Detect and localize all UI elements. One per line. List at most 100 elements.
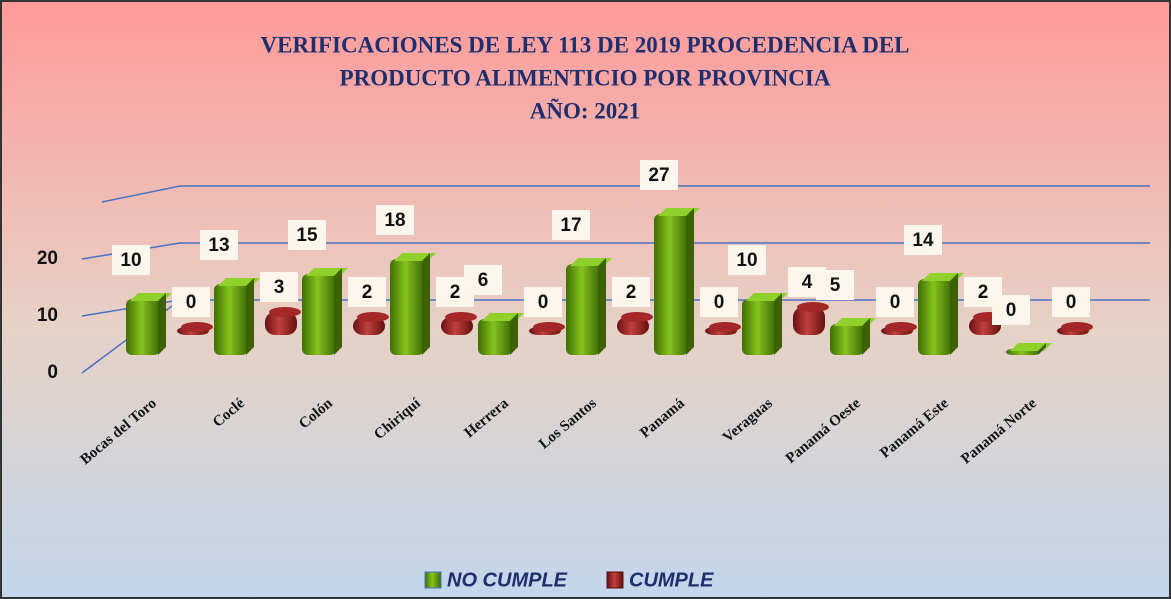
bar-side [510, 313, 518, 355]
bar-side [686, 208, 694, 355]
bar-body [566, 264, 600, 355]
chart-title: PRODUCTO ALIMENTICIO POR PROVINCIA [340, 65, 831, 90]
value-label-box [816, 270, 854, 300]
legend-swatch [606, 571, 624, 589]
value-label: 10 [120, 250, 141, 271]
bar [478, 313, 524, 355]
value-label-box [612, 277, 650, 307]
bar-body [793, 307, 825, 335]
value-label-box [992, 295, 1030, 325]
value-label: 14 [912, 230, 934, 251]
bar [441, 312, 477, 335]
bar-body [830, 324, 864, 355]
bar [390, 253, 436, 355]
bar-side [598, 258, 606, 355]
value-label-box [552, 210, 590, 240]
bar-top [445, 312, 477, 322]
bar [265, 307, 301, 335]
value-label: 15 [296, 225, 318, 246]
value-label-box [700, 287, 738, 317]
y-tick-label: 10 [37, 305, 58, 326]
bar [302, 268, 348, 355]
bar-body [265, 312, 297, 335]
bar [705, 322, 741, 335]
value-label: 0 [186, 292, 197, 313]
bar-top [885, 322, 917, 332]
value-label-box [904, 225, 942, 255]
value-label-box [260, 272, 298, 302]
bar [353, 312, 389, 335]
bar-top [1061, 322, 1093, 332]
bar-top [533, 322, 565, 332]
value-label-box [200, 230, 238, 260]
value-label-box [524, 287, 562, 317]
bar [126, 293, 172, 355]
bar-top [709, 322, 741, 332]
bar-body [302, 274, 336, 355]
value-label-box [376, 205, 414, 235]
bar [617, 312, 653, 335]
bar [214, 278, 260, 355]
bar-body [214, 284, 248, 355]
bar [918, 273, 964, 355]
value-label-box [728, 245, 766, 275]
bar-body [478, 319, 512, 355]
value-label: 0 [538, 292, 549, 313]
value-label: 0 [714, 292, 725, 313]
value-label-box [288, 220, 326, 250]
bar [1006, 343, 1052, 355]
y-tick-label: 0 [47, 362, 58, 383]
value-label: 0 [890, 292, 901, 313]
value-label: 2 [450, 282, 461, 303]
bar-top [181, 322, 213, 332]
value-label-box [640, 160, 678, 190]
bar [177, 322, 213, 335]
y-tick-label: 20 [37, 248, 58, 269]
bar-side [774, 293, 782, 355]
bar-body [654, 214, 688, 355]
value-label: 18 [384, 210, 405, 231]
bar-body [742, 299, 776, 355]
bar-top [269, 307, 301, 317]
bar-side [1038, 343, 1046, 355]
value-label: 4 [802, 272, 813, 293]
bar-side [158, 293, 166, 355]
legend-swatch [424, 571, 442, 589]
bar [742, 293, 788, 355]
value-label: 27 [648, 165, 669, 186]
value-label: 2 [978, 282, 989, 303]
bar-top [357, 312, 389, 322]
bar-body [918, 279, 952, 355]
value-label-box [112, 245, 150, 275]
bar [793, 302, 829, 335]
bar-body [126, 299, 160, 355]
value-label-box [348, 277, 386, 307]
legend-label: NO CUMPLE [447, 569, 568, 591]
bar [1057, 322, 1093, 335]
value-label: 0 [1006, 300, 1017, 321]
grid-line [101, 185, 181, 203]
value-label: 5 [830, 275, 841, 296]
bar [830, 318, 876, 355]
value-label: 10 [736, 250, 757, 271]
value-label: 0 [1066, 292, 1077, 313]
value-label: 13 [208, 235, 229, 256]
bar-side [246, 278, 254, 355]
value-label-box [172, 287, 210, 317]
bar-top [797, 302, 829, 312]
bar [881, 322, 917, 335]
bar-side [862, 318, 870, 355]
bar-side [422, 253, 430, 355]
value-label: 17 [560, 215, 581, 236]
value-label-box [464, 265, 502, 295]
bar-body [390, 259, 424, 355]
bar-top [621, 312, 653, 322]
bar [654, 208, 700, 355]
legend-label: CUMPLE [629, 569, 714, 591]
value-label-box [1052, 287, 1090, 317]
chart-title: VERIFICACIONES DE LEY 113 DE 2019 PROCED… [261, 32, 910, 57]
bar-side [334, 268, 342, 355]
value-label: 2 [362, 282, 373, 303]
value-label: 2 [626, 282, 637, 303]
